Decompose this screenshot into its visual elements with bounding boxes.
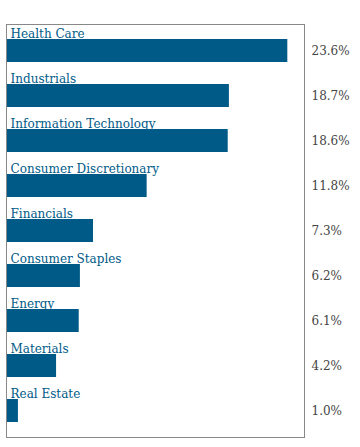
svg-text:Information Technology: Information Technology <box>11 117 156 131</box>
svg-text:Health Care: Health Care <box>11 27 85 41</box>
svg-text:1.0%: 1.0% <box>312 404 343 418</box>
svg-text:Materials: Materials <box>11 342 69 356</box>
svg-text:18.7%: 18.7% <box>312 89 350 103</box>
svg-text:11.8%: 11.8% <box>312 179 350 193</box>
svg-text:6.2%: 6.2% <box>312 269 343 283</box>
svg-text:Consumer Staples: Consumer Staples <box>11 252 122 266</box>
svg-text:23.6%: 23.6% <box>312 44 350 58</box>
svg-text:4.2%: 4.2% <box>312 359 343 373</box>
svg-text:Financials: Financials <box>11 207 73 221</box>
svg-text:7.3%: 7.3% <box>312 224 343 238</box>
svg-text:Industrials: Industrials <box>11 72 77 86</box>
svg-text:18.6%: 18.6% <box>312 134 350 148</box>
svg-text:Energy: Energy <box>11 297 55 311</box>
svg-text:Consumer Discretionary: Consumer Discretionary <box>11 162 160 176</box>
svg-text:6.1%: 6.1% <box>312 314 343 328</box>
svg-text:Real Estate: Real Estate <box>11 387 81 401</box>
